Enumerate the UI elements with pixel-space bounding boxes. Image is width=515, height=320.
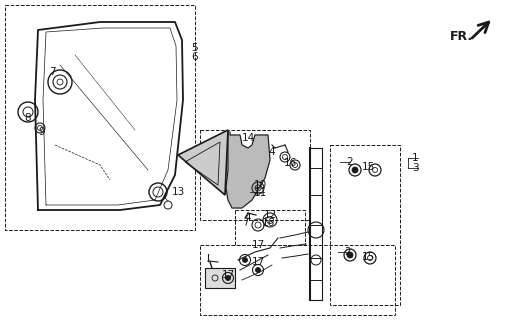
Polygon shape xyxy=(226,132,270,208)
Text: 16: 16 xyxy=(283,158,297,168)
Text: 10: 10 xyxy=(253,180,267,190)
Text: 5: 5 xyxy=(192,43,198,53)
Text: 8: 8 xyxy=(25,113,31,123)
Circle shape xyxy=(243,258,248,262)
Text: 12: 12 xyxy=(263,210,277,220)
Text: 1: 1 xyxy=(411,153,418,163)
Text: 6: 6 xyxy=(192,52,198,62)
Text: 9: 9 xyxy=(39,127,45,137)
Circle shape xyxy=(352,167,358,173)
Text: 16: 16 xyxy=(262,218,274,228)
Text: 4: 4 xyxy=(269,147,276,157)
Polygon shape xyxy=(178,130,228,195)
Text: 15: 15 xyxy=(362,252,374,262)
Text: 17: 17 xyxy=(251,257,265,267)
Text: 2: 2 xyxy=(345,247,351,257)
Circle shape xyxy=(255,268,261,273)
Bar xyxy=(205,268,235,288)
Text: FR.: FR. xyxy=(450,30,473,44)
Text: 17: 17 xyxy=(221,270,235,280)
Circle shape xyxy=(347,252,353,258)
Text: 7: 7 xyxy=(49,67,55,77)
Text: 15: 15 xyxy=(362,162,374,172)
Text: 11: 11 xyxy=(253,188,267,198)
Text: 13: 13 xyxy=(171,187,184,197)
Text: 4: 4 xyxy=(245,213,251,223)
Text: 14: 14 xyxy=(242,133,254,143)
Circle shape xyxy=(226,276,231,281)
Text: 17: 17 xyxy=(251,240,265,250)
Text: 2: 2 xyxy=(347,157,353,167)
Text: 3: 3 xyxy=(411,163,418,173)
